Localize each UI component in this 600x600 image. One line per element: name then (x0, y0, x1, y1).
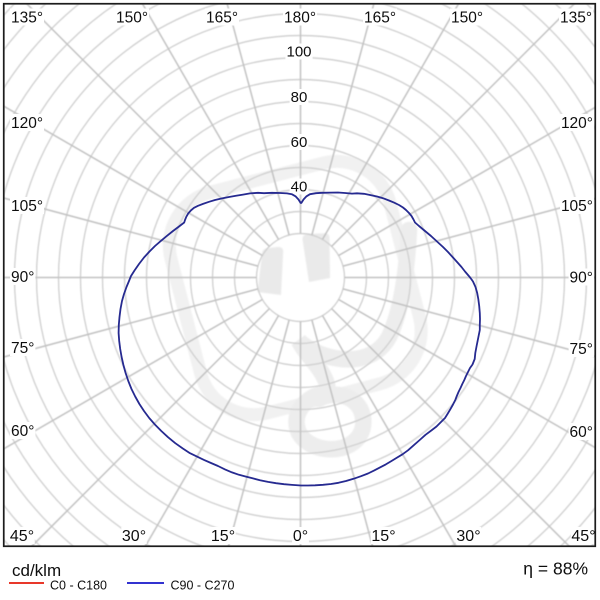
svg-text:105°: 105° (11, 198, 43, 215)
svg-text:105°: 105° (561, 198, 593, 215)
svg-text:45°: 45° (10, 528, 34, 545)
svg-text:40: 40 (291, 179, 308, 196)
svg-text:60: 60 (291, 134, 308, 151)
svg-text:C0 - C180: C0 - C180 (50, 579, 107, 593)
svg-text:C90 - C270: C90 - C270 (171, 579, 235, 593)
svg-text:45°: 45° (571, 528, 595, 545)
svg-text:120°: 120° (11, 115, 43, 132)
svg-text:90°: 90° (11, 269, 34, 286)
svg-text:15°: 15° (211, 528, 235, 545)
svg-text:η = 88%: η = 88% (523, 559, 588, 579)
svg-text:90°: 90° (570, 270, 593, 287)
svg-text:75°: 75° (11, 340, 34, 357)
svg-text:0°: 0° (293, 528, 308, 545)
svg-text:135°: 135° (11, 10, 43, 27)
svg-text:60°: 60° (11, 423, 34, 440)
svg-text:150°: 150° (451, 10, 483, 27)
svg-text:165°: 165° (206, 10, 238, 27)
svg-text:165°: 165° (364, 10, 396, 27)
svg-text:75°: 75° (570, 341, 593, 358)
svg-text:135°: 135° (560, 10, 592, 27)
svg-text:120°: 120° (561, 115, 593, 132)
svg-text:100: 100 (286, 44, 311, 61)
svg-text:15°: 15° (371, 528, 395, 545)
svg-text:150°: 150° (116, 10, 148, 27)
svg-text:180°: 180° (284, 10, 316, 27)
svg-text:80: 80 (291, 89, 308, 106)
svg-text:cd/klm: cd/klm (12, 561, 61, 580)
svg-text:30°: 30° (122, 528, 146, 545)
svg-text:30°: 30° (456, 528, 480, 545)
svg-text:60°: 60° (570, 424, 593, 441)
